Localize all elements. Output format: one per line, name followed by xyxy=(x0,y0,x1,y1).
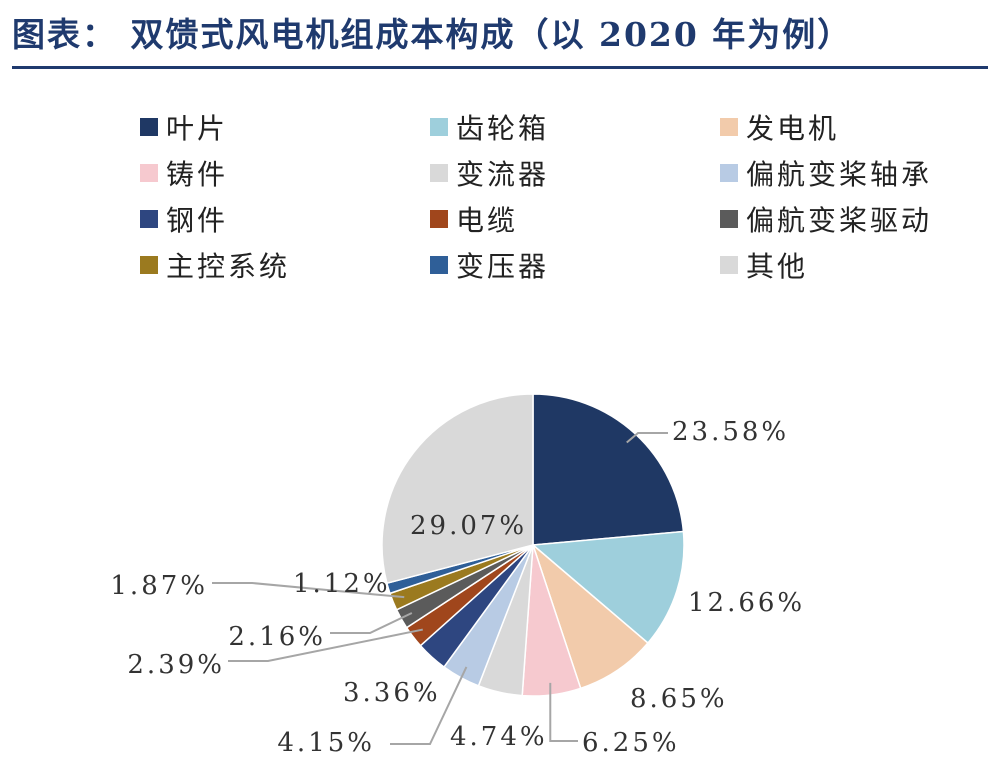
legend-item: 变压器 xyxy=(430,248,720,283)
legend-item: 叶片 xyxy=(140,110,430,145)
data-label: 23.58% xyxy=(672,417,789,447)
pie-slice xyxy=(531,530,685,645)
legend-swatch xyxy=(430,210,448,228)
leader-line xyxy=(330,612,413,634)
legend-item: 偏航变桨轴承 xyxy=(720,156,980,191)
legend-swatch xyxy=(720,164,738,182)
legend-item: 钢件 xyxy=(140,202,430,237)
legend-label: 电缆 xyxy=(456,204,519,237)
data-label: 4.74% xyxy=(450,722,548,752)
legend-swatch xyxy=(140,256,158,274)
leader-line xyxy=(626,432,668,444)
data-label: 2.39% xyxy=(127,650,225,680)
legend-label: 齿轮箱 xyxy=(456,112,550,145)
data-label: 2.16% xyxy=(228,622,326,652)
leader-line xyxy=(228,628,423,662)
legend-label: 其他 xyxy=(746,250,809,283)
data-label: 8.65% xyxy=(630,684,728,714)
legend-item: 变流器 xyxy=(430,156,720,191)
data-label: 6.25% xyxy=(582,728,680,758)
chart-legend: 叶片 齿轮箱 发电机铸件 变流器 偏航变桨轴承钢件 电缆 偏航变桨驱动主控系统 变压器 其他 xyxy=(140,110,980,283)
page-title: 图表： 双馈式风电机组成本构成（以 2020 年为例） xyxy=(12,15,853,54)
legend-swatch xyxy=(720,256,738,274)
pie-slice xyxy=(531,542,649,690)
legend-swatch xyxy=(430,164,448,182)
leader-line xyxy=(212,582,405,599)
data-label: 3.36% xyxy=(343,678,441,708)
legend-item: 铸件 xyxy=(140,156,430,191)
legend-item: 电缆 xyxy=(430,202,720,237)
data-label: 4.15% xyxy=(277,728,375,758)
data-label: 29.07% xyxy=(410,511,527,541)
pie-slice xyxy=(381,393,534,585)
data-label: 12.66% xyxy=(688,588,805,618)
legend-label: 发电机 xyxy=(746,112,840,145)
legend-swatch xyxy=(430,256,448,274)
leader-line xyxy=(390,666,468,745)
legend-swatch xyxy=(140,164,158,182)
legend-swatch xyxy=(430,118,448,136)
leader-line xyxy=(549,682,578,742)
data-label: 1.87% xyxy=(110,571,208,601)
title-underline xyxy=(12,66,988,69)
legend-item: 齿轮箱 xyxy=(430,110,720,145)
legend-swatch xyxy=(140,210,158,228)
legend-label: 偏航变桨驱动 xyxy=(746,204,933,237)
legend-swatch xyxy=(720,210,738,228)
legend-item: 主控系统 xyxy=(140,248,430,283)
legend-label: 偏航变桨轴承 xyxy=(746,158,933,191)
legend-label: 主控系统 xyxy=(166,250,291,283)
pie-slice xyxy=(532,393,685,546)
legend-label: 叶片 xyxy=(166,112,229,145)
legend-swatch xyxy=(140,118,158,136)
legend-item: 其他 xyxy=(720,248,980,283)
legend-swatch xyxy=(720,118,738,136)
legend-label: 变流器 xyxy=(456,158,550,191)
data-label: 1.12% xyxy=(293,569,391,599)
legend-item: 发电机 xyxy=(720,110,980,145)
legend-label: 变压器 xyxy=(456,250,550,283)
legend-item: 偏航变桨驱动 xyxy=(720,202,980,237)
legend-label: 铸件 xyxy=(166,158,229,191)
legend-label: 钢件 xyxy=(166,204,229,237)
